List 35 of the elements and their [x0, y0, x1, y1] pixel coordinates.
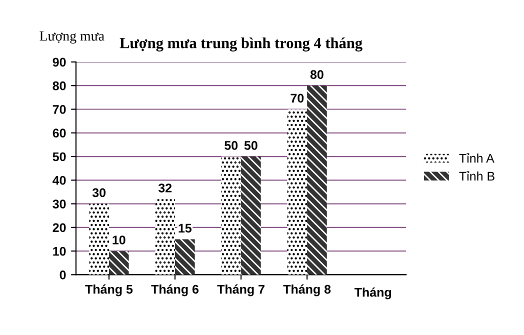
y-tick-label: 0 [60, 270, 66, 280]
y-axis-title: Lượng mưa [40, 31, 104, 44]
x-tick-label: Tháng 5 [85, 284, 133, 296]
data-label: 50 [224, 141, 238, 150]
bar [221, 156, 242, 275]
x-axis-title: Tháng [354, 287, 391, 300]
data-label: 15 [178, 224, 192, 233]
y-tick-label: 40 [52, 176, 66, 185]
y-tick-label: 70 [52, 105, 66, 114]
bar [241, 156, 261, 275]
legend-label: Tỉnh B [459, 171, 494, 181]
x-tick-label: Tháng 7 [217, 284, 264, 296]
y-tick-label: 60 [52, 128, 66, 138]
chart-title: Lượng mưa trung bình trong 4 tháng [120, 37, 362, 52]
bar [89, 204, 109, 275]
data-label: 10 [112, 236, 126, 244]
bar [108, 251, 129, 275]
y-tick-label: 90 [52, 58, 66, 67]
data-label: 30 [92, 188, 106, 198]
y-tick-label: 80 [52, 81, 66, 90]
data-label: 32 [158, 184, 172, 192]
data-label: 50 [244, 141, 258, 150]
bar [175, 239, 195, 275]
x-tick-label: Tháng 8 [283, 284, 331, 296]
data-label: 80 [310, 70, 324, 79]
y-tick-label: 10 [53, 246, 66, 256]
bar [287, 109, 308, 275]
bar [307, 86, 327, 275]
x-tick-label: Tháng 6 [151, 284, 199, 296]
y-tick-label: 50 [52, 152, 66, 162]
y-tick-label: 20 [52, 223, 66, 232]
data-label: 70 [290, 94, 304, 103]
y-tick-label: 30 [52, 200, 66, 208]
legend-label: Tỉnh A [459, 153, 494, 163]
bar [155, 199, 176, 275]
